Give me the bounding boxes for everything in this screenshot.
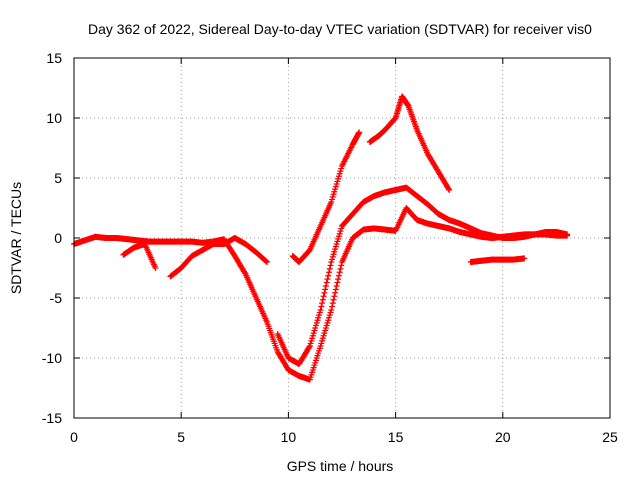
x-tick-label: 5 bbox=[177, 429, 185, 445]
data-point-marker bbox=[356, 129, 363, 136]
data-point-marker bbox=[328, 307, 335, 313]
data-point-marker bbox=[564, 231, 571, 238]
x-tick-label: 10 bbox=[281, 429, 297, 445]
data-point-marker bbox=[241, 269, 248, 276]
y-tick-label: -15 bbox=[42, 410, 62, 426]
series-track-d bbox=[366, 93, 453, 193]
data-point-marker bbox=[329, 300, 336, 307]
data-point-marker bbox=[320, 293, 327, 300]
data-point-marker bbox=[333, 283, 340, 289]
x-axis-label: GPS time / hours bbox=[287, 458, 394, 474]
data-point-marker bbox=[334, 279, 341, 286]
x-tick-label: 25 bbox=[602, 429, 618, 445]
chart-title: Day 362 of 2022, Sidereal Day-to-day VTE… bbox=[88, 21, 592, 37]
data-point-marker bbox=[322, 286, 329, 293]
data-point-marker bbox=[331, 293, 338, 300]
x-tick-label: 15 bbox=[388, 429, 404, 445]
data-point-marker bbox=[319, 296, 326, 303]
data-point-marker bbox=[335, 276, 342, 283]
y-tick-label: 10 bbox=[46, 110, 62, 126]
data-point-marker bbox=[336, 269, 343, 276]
y-tick-label: 5 bbox=[54, 170, 62, 186]
data-point-marker bbox=[306, 344, 313, 351]
data-point-marker bbox=[332, 286, 339, 293]
y-tick-label: -5 bbox=[50, 290, 63, 306]
data-point-marker bbox=[324, 276, 331, 283]
series-track-f bbox=[120, 241, 159, 271]
y-tick-label: 15 bbox=[46, 50, 62, 66]
data-point-marker bbox=[521, 255, 528, 262]
data-point-marker bbox=[322, 283, 329, 289]
data-points bbox=[71, 93, 571, 383]
data-point-marker bbox=[445, 185, 452, 192]
series-track-g bbox=[467, 255, 528, 265]
data-point-marker bbox=[319, 300, 326, 307]
data-point-marker bbox=[337, 265, 344, 272]
data-point-marker bbox=[321, 289, 328, 296]
data-point-marker bbox=[329, 303, 336, 310]
data-point-marker bbox=[330, 296, 337, 303]
series-track-b bbox=[274, 184, 571, 367]
data-point-marker bbox=[327, 262, 334, 269]
series-track-e bbox=[167, 235, 270, 280]
data-point-marker bbox=[152, 265, 159, 271]
x-tick-label: 20 bbox=[495, 429, 511, 445]
y-tick-label: 0 bbox=[54, 230, 62, 246]
data-point-marker bbox=[318, 303, 325, 310]
data-point-marker bbox=[446, 187, 453, 193]
data-point-marker bbox=[332, 289, 339, 296]
series-track-c bbox=[289, 129, 363, 265]
data-point-marker bbox=[323, 279, 330, 286]
data-point-marker bbox=[338, 262, 345, 269]
data-point-marker bbox=[335, 272, 342, 279]
data-point-marker bbox=[325, 269, 332, 276]
x-tick-label: 0 bbox=[70, 429, 78, 445]
data-point-marker bbox=[325, 272, 332, 279]
data-point-marker bbox=[263, 258, 270, 265]
y-tick-label: -10 bbox=[42, 350, 62, 366]
axis-ticks: 0 5 10 15 20 25 -15 -10 -5 0 5 10 15 bbox=[42, 50, 618, 445]
data-point-marker bbox=[263, 259, 270, 265]
data-point-marker bbox=[326, 265, 333, 272]
data-point-marker bbox=[317, 307, 324, 313]
y-axis-label: SDTVAR / TECUs bbox=[8, 182, 24, 294]
